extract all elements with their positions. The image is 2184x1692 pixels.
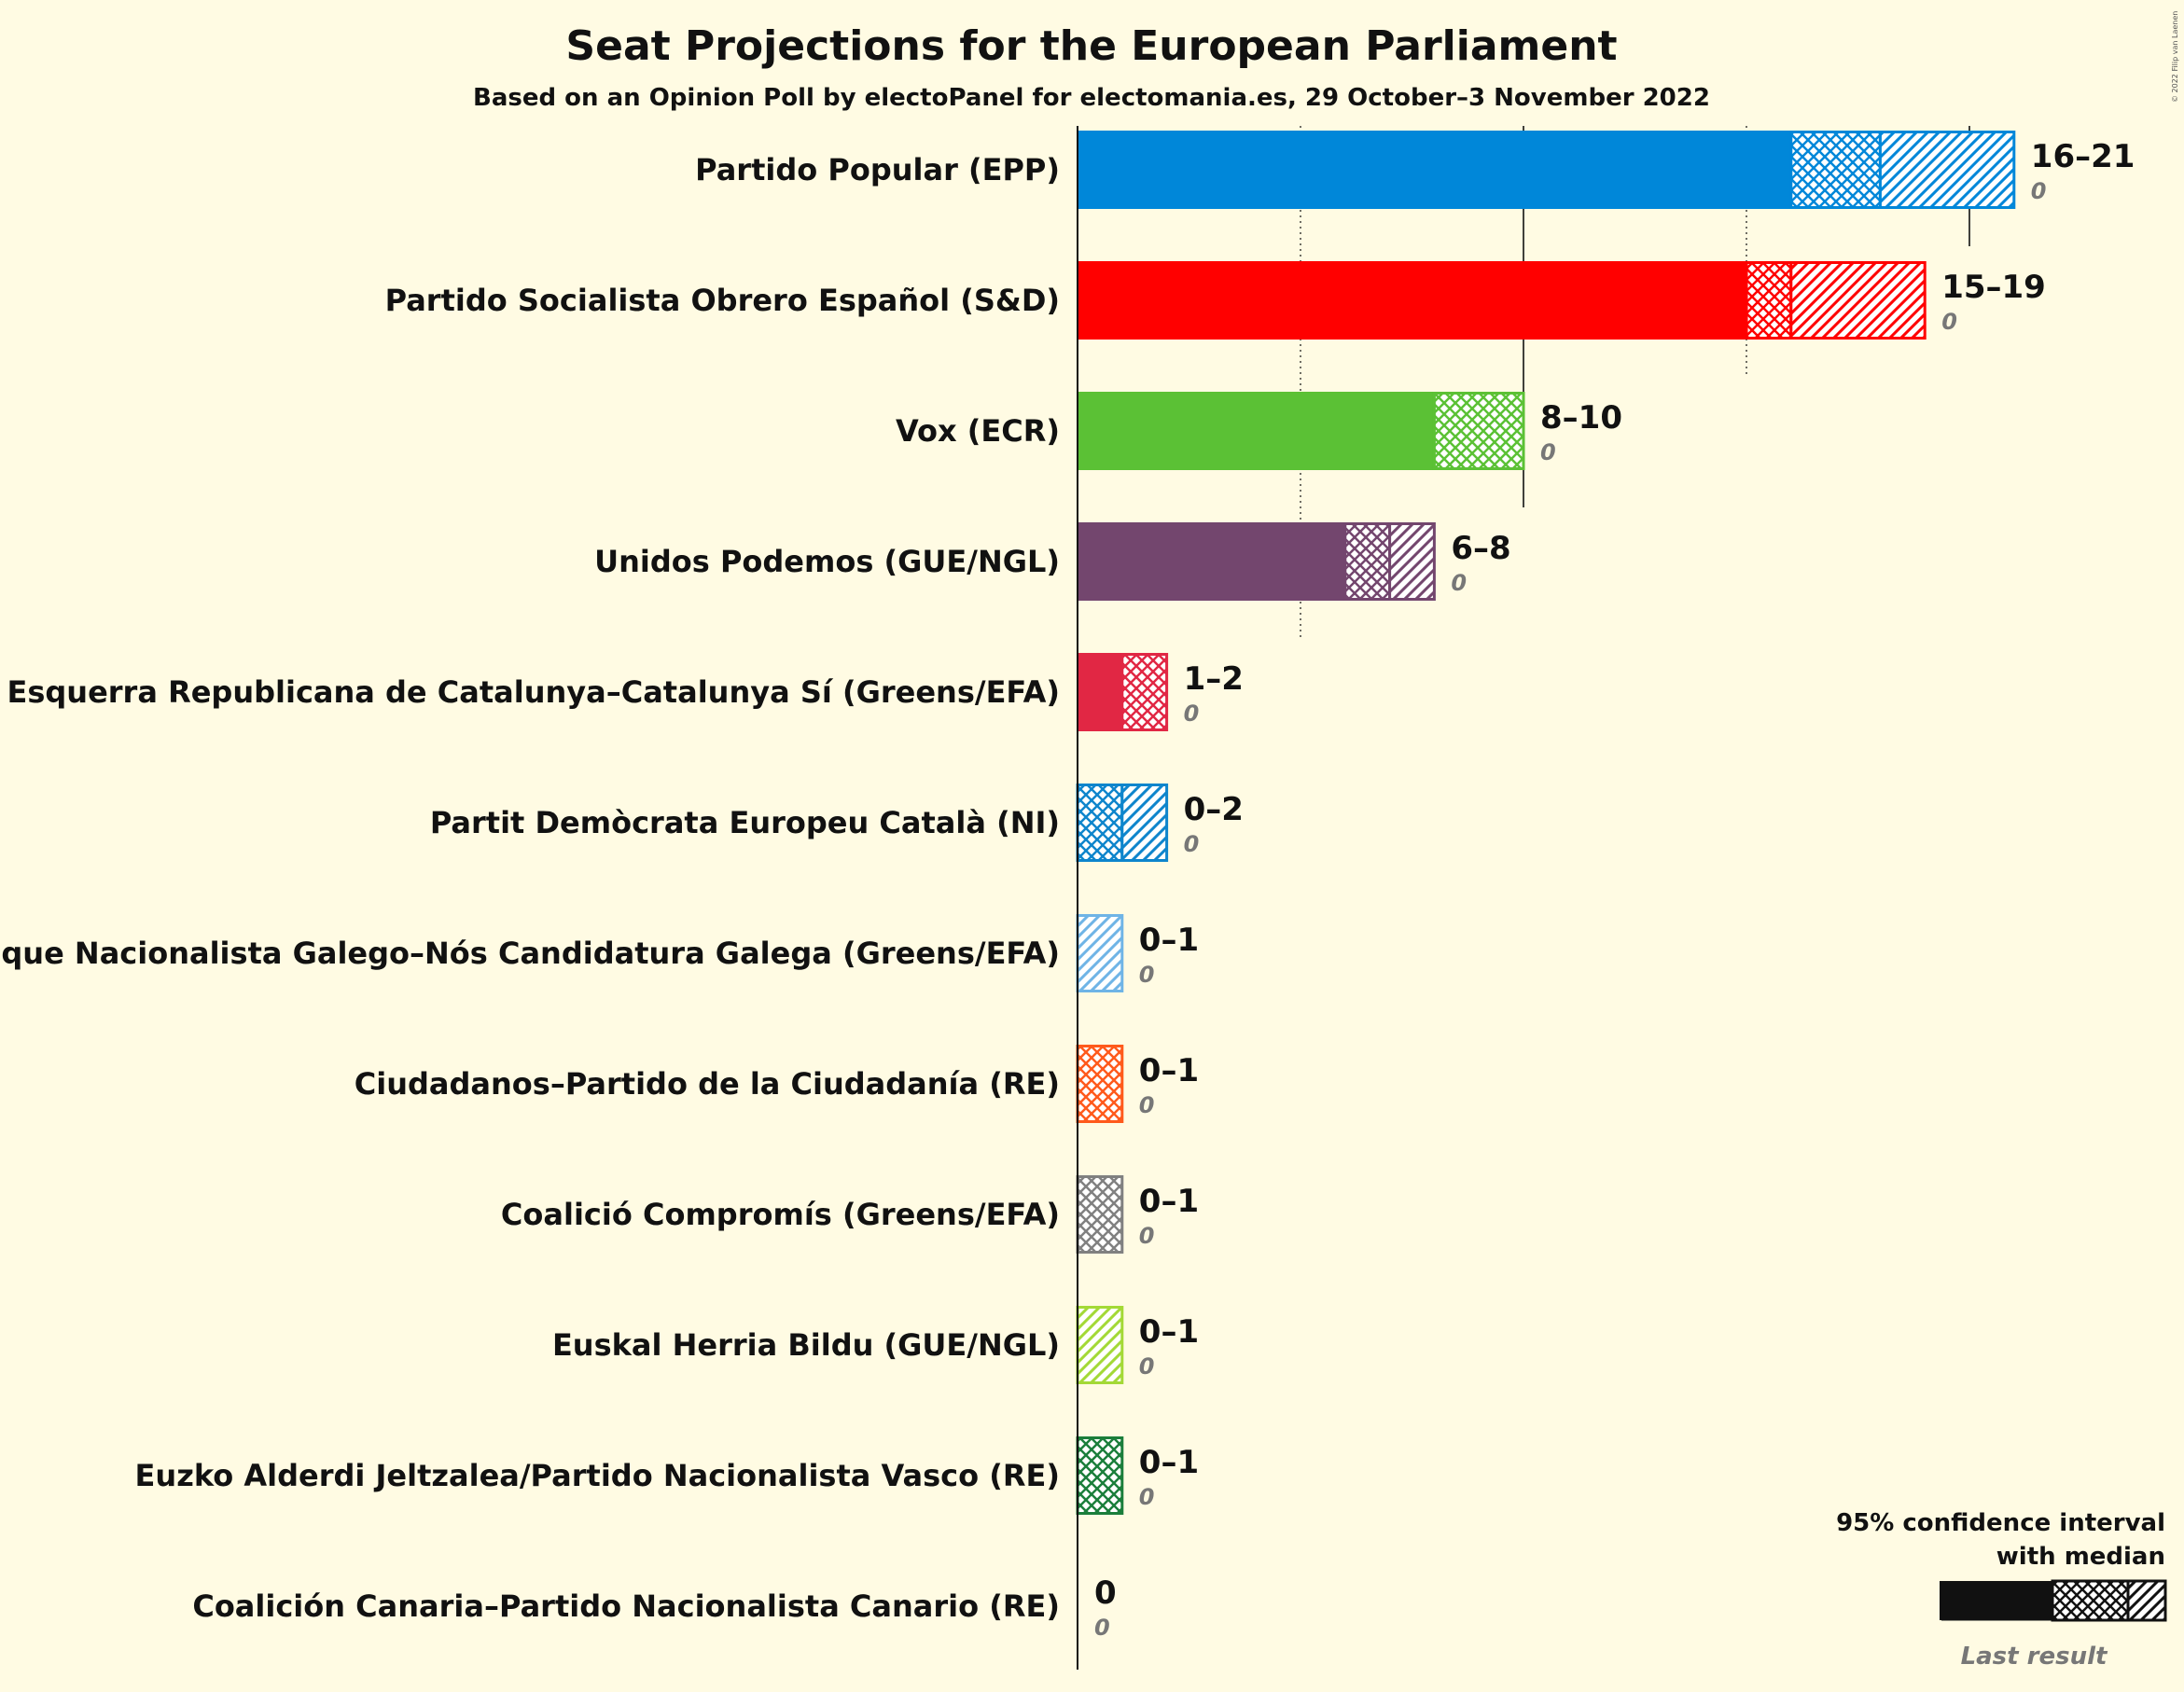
bar-row-ciudadanos-partido-de-la-ciudadan-a-re [1076, 1045, 1124, 1123]
seat-range-label: 6–8 [1451, 530, 1510, 567]
seat-range-label: 0–1 [1139, 922, 1199, 959]
party-label: Partido Popular (EPP) [695, 152, 1060, 187]
bar-row-euskal-herria-bildu-gue-ngl [1076, 1306, 1124, 1384]
bar-crosshatch-segment [1076, 784, 1124, 862]
last-result-label: 0 [1139, 962, 1155, 988]
bar-solid-segment [1078, 131, 1791, 209]
bar-crosshatch-segment [1076, 1175, 1124, 1254]
party-label: Coalició Compromís (Greens/EFA) [501, 1197, 1060, 1232]
bar-row-partit-dem-crata-europeu-catal-ni [1076, 784, 1169, 862]
seat-range-label: 0–1 [1139, 1052, 1199, 1089]
bar-row-partido-socialista-obrero-espa-ol-s-d [1078, 261, 1927, 340]
party-label: Vox (ECR) [896, 413, 1060, 449]
bar-hatch-segment [1878, 131, 2016, 209]
bar-crosshatch-segment [1120, 653, 1169, 731]
seat-range-label: 0–2 [1184, 791, 1244, 828]
last-result-label: 0 [1139, 1223, 1155, 1249]
legend-solid-segment [1940, 1581, 2052, 1620]
party-label: Euskal Herria Bildu (GUE/NGL) [552, 1327, 1060, 1363]
bar-crosshatch-segment [1343, 522, 1392, 601]
last-result-label: 0 [1184, 700, 1200, 727]
last-result-label: 0 [1941, 309, 1957, 335]
bar-crosshatch-segment [1076, 1436, 1124, 1515]
bar-row-bloque-nacionalista-galego-n-s-candidatura-galega-greens-efa [1076, 914, 1124, 992]
bar-row-euzko-alderdi-jeltzalea-partido-nacionalista-vasco-re [1076, 1436, 1124, 1515]
bars-group [1076, 131, 2016, 1515]
bar-row-coalici-comprom-s-greens-efa [1076, 1175, 1124, 1254]
seat-range-label: 0–1 [1139, 1313, 1199, 1351]
bar-hatch-segment [1076, 914, 1124, 992]
bar-crosshatch-segment [1745, 261, 1793, 340]
bar-row-esquerra-republicana-de-catalunya-catalunya-s-greens-efa [1078, 653, 1169, 731]
party-label: Ciudadanos–Partido de la Ciudadanía (RE) [355, 1066, 1060, 1102]
bar-crosshatch-segment [1076, 1045, 1124, 1123]
seat-range-label: 0–1 [1139, 1444, 1199, 1481]
legend-ci-label: 95% confidence interval [1836, 1509, 2165, 1537]
last-result-label: 0 [1094, 1615, 1110, 1641]
bar-crosshatch-segment [1432, 392, 1525, 470]
bar-solid-segment [1078, 392, 1435, 470]
bar-solid-segment [1078, 653, 1122, 731]
party-label: Esquerra Republicana de Catalunya–Catalu… [7, 674, 1060, 710]
party-label: Partido Socialista Obrero Español (S&D) [385, 283, 1060, 318]
bar-hatch-segment [1789, 261, 1927, 340]
legend-crosshatch-segment [2051, 1579, 2130, 1622]
bar-row-partido-popular-epp [1078, 131, 2016, 209]
last-result-label: 0 [1139, 1484, 1155, 1510]
legend: 95% confidence interval with median Last… [1836, 1509, 2167, 1671]
party-label: Euzko Alderdi Jeltzalea/Partido Nacional… [135, 1458, 1060, 1493]
bar-row-vox-ecr [1078, 392, 1525, 470]
seat-range-label: 8–10 [1540, 399, 1622, 437]
last-result-label: 0 [1451, 570, 1467, 596]
legend-median-label: with median [1996, 1543, 2165, 1571]
seat-range-label: 15–19 [1941, 269, 2046, 306]
last-result-label: 0 [1139, 1353, 1155, 1380]
seat-range-label: 16–21 [2031, 138, 2135, 175]
bar-row-unidos-podemos-gue-ngl [1078, 522, 1436, 601]
seat-range-label: 0 [1094, 1574, 1117, 1612]
chart-title: Seat Projections for the European Parlia… [565, 22, 1617, 70]
labels-group: Partido Popular (EPP) 16–21 0 Partido Socia… [0, 138, 2135, 1641]
last-result-label: 0 [1184, 831, 1200, 857]
bar-hatch-segment [1120, 784, 1169, 862]
bar-solid-segment [1078, 522, 1345, 601]
last-result-label: 0 [1139, 1092, 1155, 1118]
copyright-note: © 2022 Filip van Laenen [2171, 11, 2179, 103]
last-result-label: 0 [1540, 439, 1556, 465]
bar-solid-segment [1078, 261, 1746, 340]
bar-crosshatch-segment [1789, 131, 1882, 209]
party-label: Coalición Canaria–Partido Nacionalista C… [192, 1588, 1060, 1624]
last-result-label: 0 [2031, 178, 2047, 204]
seat-range-label: 1–2 [1184, 660, 1244, 698]
party-label: Unidos Podemos (GUE/NGL) [594, 544, 1060, 579]
seat-range-label: 0–1 [1139, 1183, 1199, 1220]
bar-hatch-segment [1076, 1306, 1124, 1384]
party-label: Bloque Nacionalista Galego–Nós Candidatu… [0, 936, 1060, 971]
party-label: Partit Demòcrata Europeu Català (NI) [430, 805, 1060, 840]
legend-last-result-label: Last result [1961, 1643, 2108, 1671]
bar-hatch-segment [1388, 522, 1436, 601]
chart-subtitle: Based on an Opinion Poll by electoPanel … [473, 84, 1710, 112]
legend-hatch-segment [2126, 1579, 2167, 1622]
